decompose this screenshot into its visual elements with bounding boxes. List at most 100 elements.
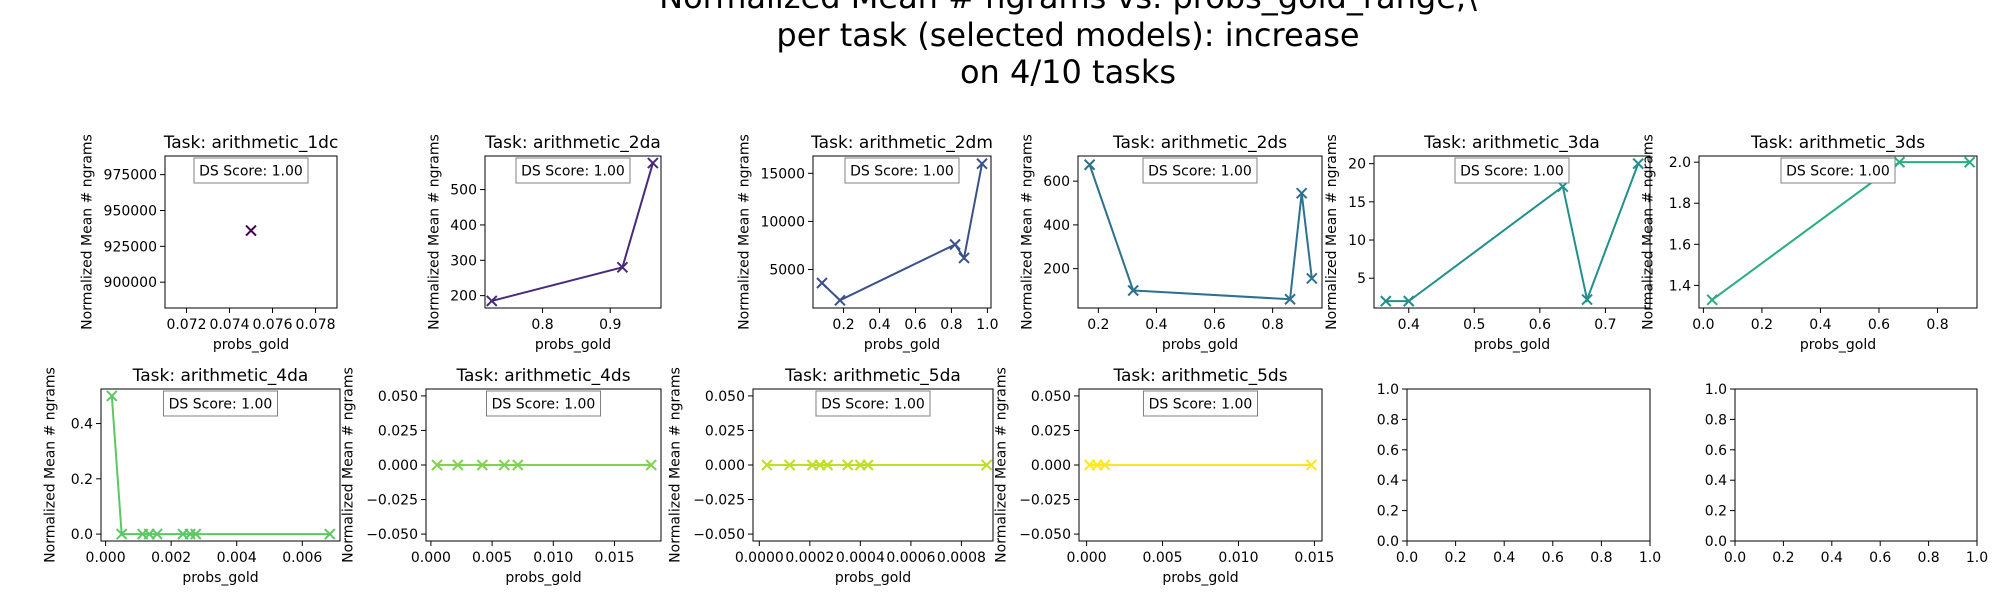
axes-frame <box>100 388 341 542</box>
x-tick-label: 0.0008 <box>937 550 986 566</box>
x-tick-label: 0.0 <box>1724 550 1746 566</box>
y-tick-label: 2.0 <box>1669 155 1691 171</box>
subplot-10: 0.000 0.005 0.010 0.015 −0.050 −0.025 0.000 0.0… <box>994 366 1335 586</box>
subplot-9: 0.0000 0.0002 0.0004 0.0006 0.0008 −0.050 −0.0… <box>668 366 994 586</box>
y-tick-label: 200 <box>450 289 477 305</box>
data-point <box>616 261 629 274</box>
axes-frame <box>1077 155 1323 309</box>
x-tick-label: 0.4 <box>1821 550 1843 566</box>
data-point <box>783 459 796 471</box>
x-tick-label: 0.074 <box>209 317 249 333</box>
data-point <box>976 157 988 170</box>
x-tick-label: 0.4 <box>1145 317 1167 333</box>
axes-frame <box>1734 388 1978 542</box>
data-point <box>190 528 202 540</box>
ds-score-frame <box>163 390 278 417</box>
x-axis-label: probs_gold <box>1800 337 1876 353</box>
subplot-title: Task: arithmetic_2dm <box>810 133 993 153</box>
y-tick-label: 20 <box>1348 157 1366 173</box>
x-tick-label: 0.000 <box>86 550 126 566</box>
x-tick-label: 0.0 <box>1692 317 1714 333</box>
x-tick-label: 0.7 <box>1594 317 1616 333</box>
x-tick-label: 0.8 <box>1590 550 1612 566</box>
ds-score-box: DS Score: 1.00 <box>163 390 278 417</box>
y-tick-label: 0.4 <box>1705 473 1727 489</box>
ds-score-box: DS Score: 1.00 <box>815 390 931 417</box>
series-line <box>1088 164 1313 301</box>
data-point <box>324 528 336 540</box>
x-tick-label: 1.0 <box>976 317 998 333</box>
y-tick-label: 900000 <box>104 275 157 291</box>
x-axis-label: probs_gold <box>505 570 581 586</box>
y-tick-label: 15 <box>1348 195 1366 211</box>
x-tick-label: 0.015 <box>1294 550 1334 566</box>
x-tick-label: 0.2 <box>1772 550 1794 566</box>
x-tick-label: 0.006 <box>282 550 322 566</box>
data-point <box>1403 295 1415 307</box>
y-tick-label: −0.050 <box>1019 527 1071 543</box>
x-tick-label: 0.015 <box>594 550 634 566</box>
x-tick-label: 0.6 <box>1529 317 1551 333</box>
ds-score-frame <box>1142 157 1258 184</box>
data-point <box>1581 293 1593 306</box>
y-tick-label: 0.4 <box>71 417 93 433</box>
x-tick-label: 0.0002 <box>785 550 834 566</box>
y-axis-label: Normalized Mean # ngrams <box>1324 134 1340 330</box>
ds-score-frame <box>193 157 309 184</box>
figure-title-line-2: per task (selected models): increase <box>776 16 1359 54</box>
y-axis-label: Normalized Mean # ngrams <box>426 134 442 330</box>
ds-score-label: DS Score: 1.00 <box>821 397 925 413</box>
ds-score-box: DS Score: 1.00 <box>1142 157 1258 184</box>
x-tick-label: 0.6 <box>904 317 926 333</box>
x-tick-label: 0.6 <box>1203 317 1225 333</box>
series-line <box>110 395 330 536</box>
ds-score-box: DS Score: 1.00 <box>193 157 309 184</box>
series-line <box>491 162 654 302</box>
data-point <box>1295 187 1308 199</box>
x-tick-label: 0.8 <box>1917 550 1939 566</box>
y-axis-label: Normalized Mean # ngrams <box>1640 134 1656 330</box>
data-point <box>958 252 970 264</box>
ds-score-frame <box>844 157 960 184</box>
data-point <box>115 528 128 540</box>
y-tick-label: 5 <box>1357 271 1366 287</box>
subplot-2: 0.8 0.9 200 300 400 500 Task: arithmetic_2dapr… <box>426 133 662 353</box>
x-tick-label: 0.000 <box>1067 550 1107 566</box>
ds-score-frame <box>1780 157 1896 184</box>
x-tick-label: 0.010 <box>1218 550 1258 566</box>
x-tick-label: 0.005 <box>1142 550 1182 566</box>
x-axis-label: probs_gold <box>1474 337 1550 353</box>
y-tick-label: 0.2 <box>1377 504 1399 520</box>
ds-score-label: DS Score: 1.00 <box>169 397 273 413</box>
x-tick-label: 0.4 <box>868 317 890 333</box>
ds-score-frame <box>815 390 931 417</box>
y-tick-label: 1.4 <box>1669 278 1691 294</box>
y-tick-label: 500 <box>450 183 477 199</box>
x-tick-label: 0.076 <box>252 317 292 333</box>
subplot-title: Task: arithmetic_1dc <box>163 133 339 153</box>
ds-score-frame <box>515 157 631 184</box>
figure-title-line-3: on 4/10 tasks <box>960 53 1176 91</box>
ds-score-box: DS Score: 1.00 <box>844 157 960 184</box>
subplots: 0.072 0.074 0.076 0.078 900000 925000 950000 97… <box>42 133 1988 586</box>
x-tick-label: 0.2 <box>1444 550 1466 566</box>
x-tick-label: 0.8 <box>1261 317 1283 333</box>
y-tick-label: 1.8 <box>1669 196 1691 212</box>
ds-score-box: DS Score: 1.00 <box>515 157 631 184</box>
axes-frame <box>1373 155 1651 309</box>
y-tick-label: −0.025 <box>693 493 745 509</box>
y-tick-label: 0.025 <box>1031 423 1071 439</box>
y-tick-label: 200 <box>1043 262 1070 278</box>
data-point <box>761 459 773 471</box>
figure-title: Normalized Mean # ngrams vs. probs_gold_… <box>659 0 1477 91</box>
x-tick-label: 0.072 <box>166 317 206 333</box>
subplot-1: 0.072 0.074 0.076 0.078 900000 925000 950000 97… <box>80 133 339 353</box>
data-point <box>1099 459 1111 471</box>
x-tick-label: 1.0 <box>1639 550 1661 566</box>
y-tick-label: −0.025 <box>366 493 418 509</box>
y-axis-label: Normalized Mean # ngrams <box>1019 134 1035 330</box>
series-line <box>821 163 983 302</box>
subplot-6: 0.0 0.2 0.4 0.6 0.8 1.4 1.6 1.8 2.0 Task: arithme… <box>1640 133 1978 353</box>
y-tick-label: 10000 <box>760 214 805 230</box>
x-tick-label: 1.0 <box>1966 550 1988 566</box>
